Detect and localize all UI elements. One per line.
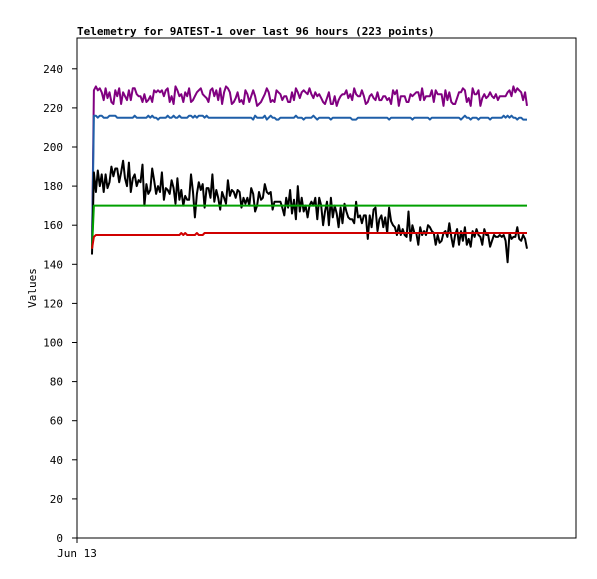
y-tick-label: 40 — [50, 454, 63, 467]
y-tick-label: 140 — [43, 258, 63, 271]
y-axis: 0 20 40 60 80 100 120 140 160 180 200 220 240 — [43, 63, 77, 545]
y-axis-label: Values — [26, 268, 39, 308]
plot-area-frame — [76, 37, 577, 539]
y-tick-label: 100 — [43, 337, 63, 350]
y-tick-label: 0 — [56, 532, 63, 545]
series-line-green — [91, 204, 527, 249]
series-line-red — [91, 232, 527, 249]
x-axis: Jun 13 — [57, 538, 97, 560]
y-tick-label: 240 — [43, 63, 63, 76]
series-line-blue — [91, 114, 527, 249]
chart-title: Telemetry for 9ATEST-1 over last 96 hour… — [77, 25, 435, 38]
y-tick-label: 60 — [50, 415, 63, 428]
y-tick-label: 80 — [50, 376, 63, 389]
y-tick-label: 200 — [43, 141, 63, 154]
series-line-purple — [91, 85, 528, 249]
series-lines — [91, 85, 528, 264]
y-tick-label: 220 — [43, 102, 63, 115]
y-tick-label: 160 — [43, 219, 63, 232]
y-tick-label: 120 — [43, 297, 63, 310]
y-tick-label: 180 — [43, 180, 63, 193]
x-tick-label: Jun 13 — [57, 547, 97, 560]
y-tick-label: 20 — [50, 493, 63, 506]
